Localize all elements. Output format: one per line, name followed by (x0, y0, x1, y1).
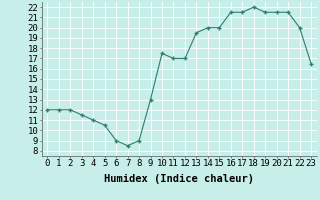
X-axis label: Humidex (Indice chaleur): Humidex (Indice chaleur) (104, 174, 254, 184)
